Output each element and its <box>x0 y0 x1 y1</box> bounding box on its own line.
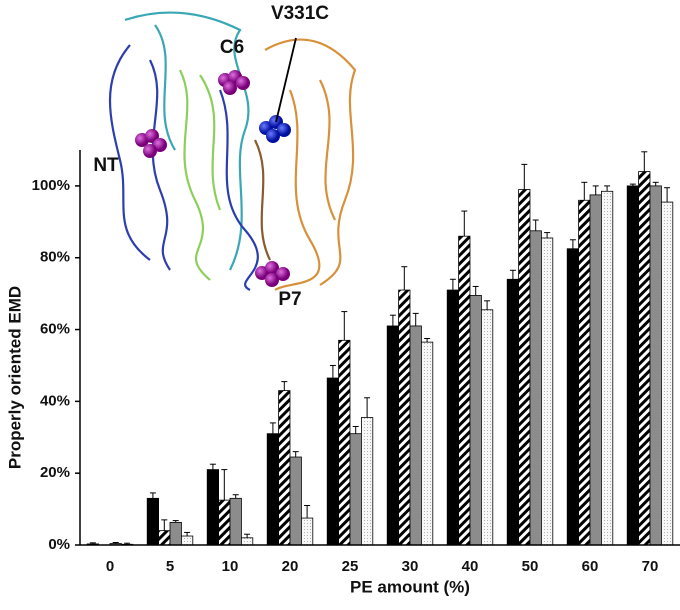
x-tick-label: 40 <box>462 558 479 575</box>
error-bar <box>449 278 456 291</box>
x-tick-label: 25 <box>342 558 359 575</box>
error-bar <box>569 239 576 249</box>
x-tick-label: 70 <box>642 558 659 575</box>
x-tick-label: 5 <box>166 558 174 575</box>
bar <box>578 199 591 546</box>
error-bar <box>641 151 648 172</box>
bar <box>218 499 231 546</box>
error-bar <box>329 364 336 379</box>
y-tick-label: 60% <box>40 321 70 338</box>
error-bar <box>161 519 168 531</box>
y-axis-label: Properly oriented EMD <box>5 286 24 469</box>
error-bar <box>472 285 479 296</box>
bar <box>480 309 494 546</box>
y-tick-label: 0% <box>48 536 70 553</box>
error-bar <box>389 314 396 326</box>
error-bar <box>604 185 611 192</box>
bar <box>206 469 219 546</box>
error-bar <box>209 463 216 470</box>
annotation: C6 <box>220 37 244 58</box>
error-bar <box>664 187 671 203</box>
bar <box>638 171 651 546</box>
error-bar <box>232 494 239 499</box>
bar <box>146 497 159 546</box>
error-bar <box>112 541 119 544</box>
bar <box>420 341 434 546</box>
bar <box>338 339 351 546</box>
bar <box>518 189 531 546</box>
y-tick-label: 40% <box>40 392 70 409</box>
bar <box>529 230 542 546</box>
error-bar <box>221 469 228 501</box>
bar <box>398 289 411 546</box>
x-tick-label: 60 <box>582 558 599 575</box>
bar <box>289 456 302 546</box>
bar <box>386 325 400 546</box>
bar <box>589 194 602 546</box>
y-tick-label: 80% <box>40 249 70 266</box>
bar <box>349 433 362 546</box>
error-bar <box>124 542 131 545</box>
error-bar <box>521 163 528 190</box>
error-bar <box>581 181 588 201</box>
bar <box>661 201 674 546</box>
x-axis-label: PE amount (%) <box>350 577 470 596</box>
bar <box>300 517 314 546</box>
error-bar <box>352 426 359 434</box>
annotation: NT <box>93 155 119 176</box>
error-bar <box>269 422 276 434</box>
error-bar <box>592 185 599 195</box>
bar <box>169 521 182 546</box>
error-bar <box>184 531 191 537</box>
protein-structure <box>108 11 357 291</box>
error-bar <box>304 505 311 519</box>
bar <box>158 530 171 546</box>
bar <box>240 537 254 546</box>
bar <box>446 289 460 546</box>
bar <box>458 235 471 546</box>
error-bar <box>461 210 468 237</box>
x-tick-label: 10 <box>222 558 239 575</box>
error-bar <box>244 533 251 538</box>
error-bar <box>172 520 179 523</box>
bar <box>229 497 242 546</box>
y-tick-label: 100% <box>32 177 70 194</box>
error-bar <box>412 312 419 326</box>
x-tick-label: 50 <box>522 558 539 575</box>
error-bar <box>532 219 539 231</box>
bar <box>360 417 374 546</box>
annotation: P7 <box>278 289 301 310</box>
x-tick-label: 20 <box>282 558 299 575</box>
error-bar <box>484 300 491 310</box>
x-tick-label: 30 <box>402 558 419 575</box>
x-tick-label: 0 <box>106 558 114 575</box>
error-bar <box>629 183 636 186</box>
bar <box>326 377 340 546</box>
bar <box>541 237 554 546</box>
error-bar <box>364 397 371 418</box>
bar <box>506 278 520 546</box>
error-bar <box>424 338 431 343</box>
error-bar <box>149 492 156 499</box>
bar <box>469 295 482 546</box>
bar <box>649 185 662 546</box>
bar <box>180 535 194 546</box>
error-bar <box>292 451 299 458</box>
y-tick-label: 20% <box>40 464 70 481</box>
bar <box>566 248 580 546</box>
error-bar <box>89 542 96 544</box>
bar <box>601 190 614 546</box>
error-bar <box>341 311 348 341</box>
bar <box>626 185 640 546</box>
bar <box>266 433 280 546</box>
error-bar <box>401 266 408 291</box>
bar <box>409 325 422 546</box>
error-bar <box>509 269 516 280</box>
error-bar <box>652 181 659 186</box>
bar <box>278 390 291 546</box>
annotation: V331C <box>271 3 329 24</box>
error-bar <box>544 232 551 238</box>
error-bar <box>281 381 288 391</box>
